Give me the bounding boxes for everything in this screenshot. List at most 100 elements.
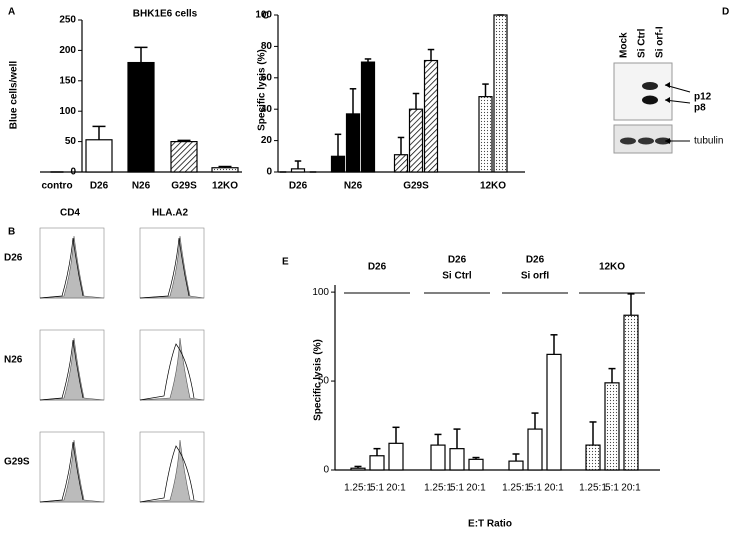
x-tick-label: contro [41, 181, 72, 192]
histogram-fill [139, 439, 205, 503]
bar [527, 428, 543, 471]
lane-label: Si Ctrl [637, 28, 648, 58]
y-tick-label: 0 [70, 167, 76, 178]
x-tick-label: 20:1 [386, 483, 406, 494]
bar [345, 113, 361, 173]
row-label: N26 [4, 355, 23, 366]
group-label: D26 [448, 255, 467, 266]
x-tick-label: 1.25:1 [579, 483, 607, 494]
y-tick-label: 80 [261, 41, 273, 52]
bar [170, 141, 198, 173]
arrow-head [665, 82, 670, 88]
lane-label: Si orf-I [655, 26, 666, 58]
histogram-frame [139, 431, 205, 503]
band [638, 137, 654, 145]
panel-letter: E [282, 257, 289, 268]
y-tick-label: 0 [266, 167, 272, 178]
bar [546, 353, 562, 471]
bar [430, 444, 446, 471]
row-label: D26 [4, 253, 23, 264]
group-label: D26 [368, 262, 387, 273]
histogram-line [139, 237, 190, 299]
y-tick-label: 20 [261, 135, 273, 146]
bar [493, 14, 508, 173]
bar [623, 314, 639, 471]
histogram-fill [39, 439, 105, 503]
chart-title: BHK1E6 cells [133, 9, 198, 20]
histogram-frame [139, 329, 205, 401]
x-tick-label: 20:1 [544, 483, 564, 494]
y-tick-label: 50 [65, 136, 77, 147]
bar [604, 382, 620, 471]
group-label: Si Ctrl [442, 271, 472, 282]
group-label: 12KO [480, 181, 506, 192]
group-label: Si orfI [521, 271, 550, 282]
panel-letter: C [262, 11, 269, 22]
bar [290, 168, 306, 173]
band [620, 137, 636, 145]
x-tick-label: N26 [132, 181, 151, 192]
histogram-fill [39, 235, 105, 299]
y-tick-label: 100 [312, 287, 329, 298]
panel-letter: D [722, 7, 729, 18]
panel-letter: B [8, 227, 15, 238]
y-tick-label: 200 [59, 45, 76, 56]
group-label: G29S [403, 181, 429, 192]
bar [360, 61, 376, 173]
x-tick-label: D26 [90, 181, 109, 192]
y-axis-label: Specific lysis (%) [257, 49, 268, 131]
bar [369, 455, 385, 471]
panel-letter: A [8, 7, 15, 18]
group-label: 12KO [599, 262, 625, 273]
bar [211, 167, 239, 173]
bar [423, 59, 439, 173]
y-tick-label: 50 [318, 376, 330, 387]
band [642, 82, 658, 90]
band-label: tubulin [694, 136, 723, 147]
x-tick-label: 20:1 [621, 483, 641, 494]
x-tick-label: 1.25:1 [502, 483, 530, 494]
x-tick-label: 20:1 [466, 483, 486, 494]
y-tick-label: 60 [261, 72, 273, 83]
band-label: p12 [694, 92, 712, 103]
bar [85, 139, 113, 173]
row-label: G29S [4, 457, 30, 468]
bar [330, 155, 346, 173]
histogram-line [139, 343, 195, 401]
column-label: HLA.A2 [152, 208, 189, 219]
y-tick-label: 150 [59, 75, 76, 86]
histogram-line [39, 237, 84, 299]
y-tick-label: 0 [323, 465, 329, 476]
x-tick-label: 1.25:1 [344, 483, 372, 494]
bar [127, 61, 155, 173]
histogram-frame [139, 227, 205, 299]
y-tick-label: 40 [261, 104, 273, 115]
histogram-line [39, 339, 84, 401]
blot-top [613, 62, 673, 121]
y-axis-label: Specific lysis (%) [313, 339, 324, 421]
x-tick-label: 5:1 [605, 483, 619, 494]
histogram-fill [39, 337, 105, 401]
histogram-line [39, 441, 84, 503]
y-tick-label: 250 [59, 15, 76, 26]
y-tick-label: 100 [59, 106, 76, 117]
group-label: N26 [344, 181, 363, 192]
bar [393, 154, 409, 173]
bar [585, 444, 601, 471]
x-tick-label: 5:1 [370, 483, 384, 494]
arrow-head [665, 97, 670, 103]
group-label: D26 [289, 181, 308, 192]
histogram-fill [139, 235, 205, 299]
arrow-head [665, 138, 670, 144]
group-label: D26 [526, 255, 545, 266]
lane-label: Mock [619, 32, 630, 58]
x-tick-label: 5:1 [528, 483, 542, 494]
bar [449, 448, 465, 471]
histogram-fill [139, 337, 205, 401]
band-label: p8 [694, 103, 706, 114]
bar [350, 467, 366, 471]
y-tick-label: 100 [255, 10, 272, 21]
bar [408, 108, 424, 173]
x-tick-label: 5:1 [450, 483, 464, 494]
